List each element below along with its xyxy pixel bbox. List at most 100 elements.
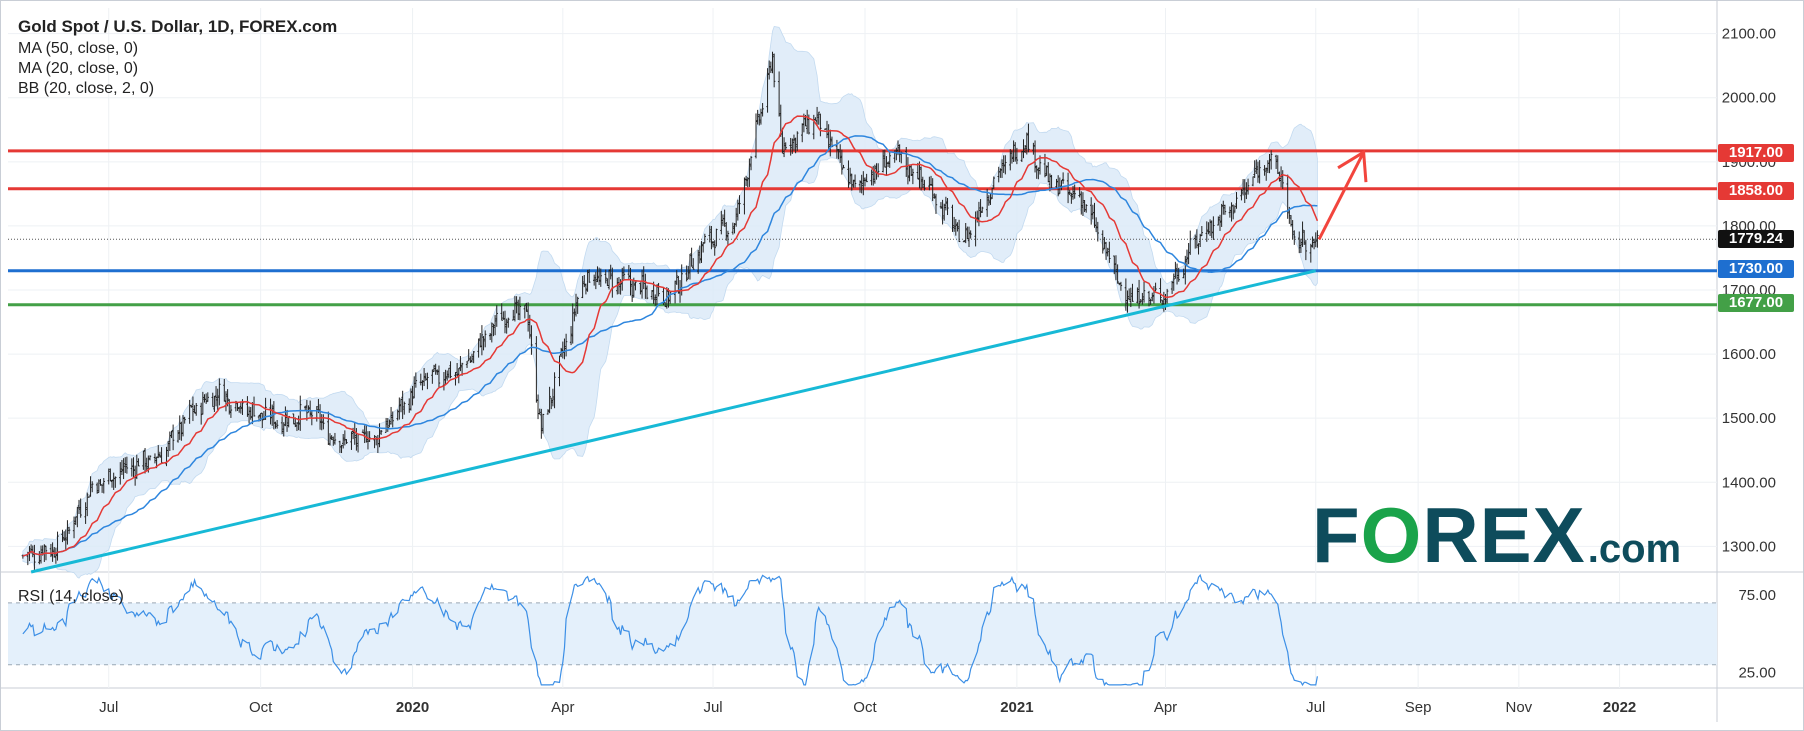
price-tick-label-2100: 2100.00 [1722, 26, 1776, 43]
rsi-line [22, 573, 1318, 687]
candle [411, 385, 414, 406]
candle [943, 203, 946, 221]
candle [64, 529, 67, 550]
candle [480, 325, 484, 356]
candle [842, 164, 845, 169]
candle [772, 53, 776, 88]
candle [444, 369, 447, 386]
candle [153, 453, 157, 464]
candle [1108, 241, 1111, 263]
candle [761, 103, 764, 117]
candle [1022, 139, 1025, 159]
candle [698, 245, 702, 264]
candle [157, 445, 160, 459]
candle [332, 436, 335, 446]
candle [550, 397, 553, 410]
logo-dotcom: .com [1587, 527, 1682, 571]
candle [766, 68, 769, 113]
candle [944, 196, 948, 211]
candle [911, 168, 915, 185]
price-tick-label-1600: 1600.00 [1722, 346, 1776, 363]
candle [1200, 226, 1204, 237]
candle [573, 308, 576, 322]
candle [1265, 167, 1268, 181]
candle [86, 492, 89, 517]
candle [1096, 221, 1099, 242]
candle [749, 156, 753, 171]
candle [723, 209, 726, 227]
candle [1311, 236, 1314, 248]
candle [650, 290, 654, 300]
candle [61, 529, 64, 543]
candle [858, 180, 862, 193]
candle [551, 388, 555, 407]
candle [1129, 287, 1133, 308]
candle [490, 322, 494, 343]
candle [558, 355, 561, 387]
candle [870, 169, 873, 186]
candle [422, 367, 426, 387]
candle [1048, 173, 1052, 192]
candle [109, 468, 112, 482]
candle [365, 425, 368, 443]
candle [966, 226, 969, 240]
candle [736, 199, 740, 221]
candle [355, 428, 358, 451]
candle [124, 457, 127, 473]
candle [282, 422, 285, 437]
candle [782, 137, 786, 158]
candle [540, 408, 543, 439]
candle [1078, 187, 1081, 198]
candle [1071, 185, 1075, 200]
candle [928, 176, 931, 191]
candle [318, 404, 322, 430]
candle [166, 441, 170, 457]
candle [1058, 177, 1062, 194]
candle [771, 51, 774, 74]
candle [592, 274, 596, 286]
logo-f: F [1312, 491, 1361, 579]
candle [447, 367, 451, 379]
candle [1151, 292, 1154, 302]
price-tick-label-1400: 1400.00 [1722, 474, 1776, 491]
candle [229, 404, 233, 418]
candle [814, 117, 817, 121]
forex-logo: FOREX.com [1312, 490, 1681, 581]
candle [1253, 160, 1256, 179]
candle [158, 451, 162, 458]
candle [492, 323, 495, 337]
candle [237, 406, 241, 413]
candle [1309, 243, 1313, 263]
candle [148, 455, 152, 461]
candle [470, 353, 474, 363]
candle [350, 431, 353, 450]
candle [563, 338, 566, 360]
time-tick-label-8: Jul [1306, 699, 1325, 716]
candle [1035, 165, 1038, 179]
candle [1045, 165, 1048, 176]
candle [819, 113, 822, 137]
candle [399, 398, 403, 413]
candle [1174, 261, 1177, 279]
time-tick-label-9: Sep [1405, 699, 1432, 716]
candle [386, 418, 389, 432]
candle [1263, 165, 1266, 176]
candle [594, 271, 598, 290]
candle [564, 333, 568, 357]
candle [685, 265, 688, 282]
candle [299, 395, 302, 431]
candle [756, 109, 759, 125]
candle [495, 305, 498, 327]
candle [569, 326, 573, 346]
candle [668, 291, 672, 304]
candle [275, 419, 279, 429]
candle [72, 516, 76, 539]
candle [979, 199, 982, 218]
time-tick-label-0: Jul [99, 699, 118, 716]
candle [1274, 154, 1278, 169]
candle [962, 240, 966, 243]
candle [992, 176, 995, 189]
candle [919, 166, 923, 191]
candle [1243, 179, 1246, 203]
